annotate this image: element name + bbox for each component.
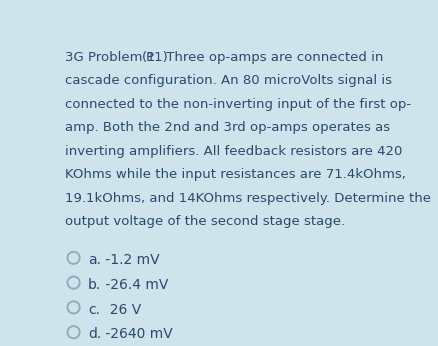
- Text: (P1): (P1): [141, 51, 168, 64]
- Text: a.: a.: [88, 253, 101, 267]
- Text: cascade configuration. An 80 microVolts signal is: cascade configuration. An 80 microVolts …: [65, 74, 391, 87]
- Text: b.: b.: [88, 278, 101, 292]
- Text: 3G Problem 1.: 3G Problem 1.: [65, 51, 163, 64]
- Text: 19.1kOhms, and 14KOhms respectively. Determine the: 19.1kOhms, and 14KOhms respectively. Det…: [65, 192, 430, 204]
- Text: amp. Both the 2nd and 3rd op-amps operates as: amp. Both the 2nd and 3rd op-amps operat…: [65, 121, 389, 134]
- Text: d.: d.: [88, 327, 101, 342]
- Text: -26.4 mV: -26.4 mV: [101, 278, 168, 292]
- Text: KOhms while the input resistances are 71.4kOhms,: KOhms while the input resistances are 71…: [65, 168, 405, 181]
- Text: -1.2 mV: -1.2 mV: [101, 253, 159, 267]
- Text: c.: c.: [88, 303, 100, 317]
- Text: output voltage of the second stage stage.: output voltage of the second stage stage…: [65, 215, 344, 228]
- Text: 26 V: 26 V: [101, 303, 141, 317]
- Text: -2640 mV: -2640 mV: [101, 327, 172, 342]
- Text: inverting amplifiers. All feedback resistors are 420: inverting amplifiers. All feedback resis…: [65, 145, 402, 158]
- Text: connected to the non-inverting input of the first op-: connected to the non-inverting input of …: [65, 98, 410, 111]
- Text: Three op-amps are connected in: Three op-amps are connected in: [162, 51, 383, 64]
